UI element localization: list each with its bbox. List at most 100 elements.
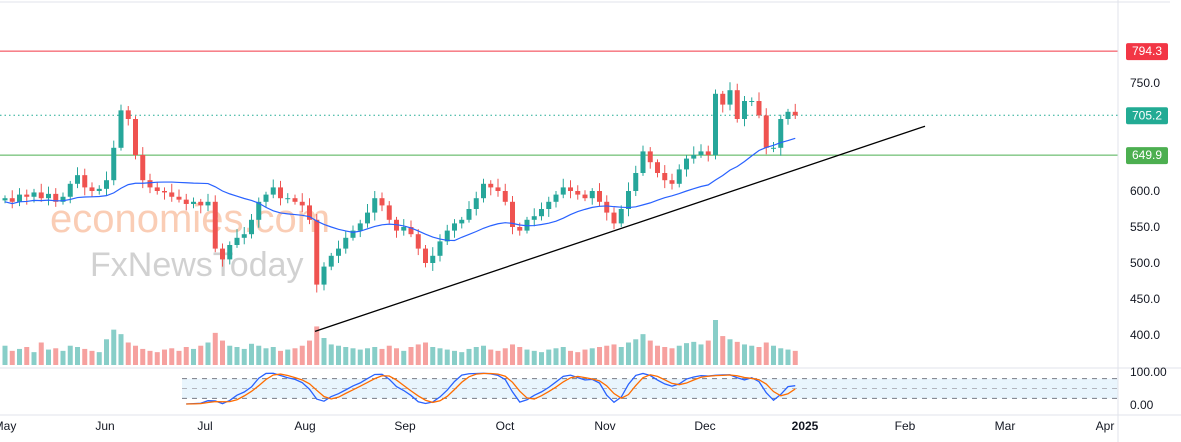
- volume-bar: [60, 350, 66, 365]
- volume-bar: [633, 339, 639, 365]
- volume-bar: [430, 347, 436, 365]
- candle-body: [604, 201, 610, 213]
- volume-bar: [452, 350, 457, 365]
- candle-body: [727, 90, 733, 105]
- volume-bar: [321, 338, 327, 365]
- volume-bar: [727, 339, 733, 365]
- volume-bar: [510, 344, 515, 365]
- volume-bar: [401, 350, 407, 365]
- candle-body: [575, 191, 581, 195]
- volume-bar: [778, 348, 784, 365]
- candle-body: [205, 201, 211, 206]
- volume-bar: [568, 350, 573, 365]
- candle-body: [401, 227, 407, 231]
- candle-body: [553, 194, 559, 202]
- volume-bar: [372, 347, 378, 365]
- watermark-fxnewstoday: FxNewsToday: [90, 246, 304, 284]
- volume-bar: [234, 347, 240, 365]
- volume-bar: [502, 348, 508, 365]
- volume-bar: [183, 347, 189, 365]
- candle-body: [430, 255, 436, 263]
- candle-body: [720, 93, 726, 105]
- time-tick: Jul: [197, 419, 212, 433]
- volume-bar: [154, 352, 160, 365]
- volume-bar: [531, 350, 537, 365]
- volume-bar: [437, 348, 443, 365]
- candle-body: [234, 237, 240, 245]
- candle-body: [698, 151, 704, 155]
- volume-bar: [263, 348, 269, 365]
- candle-body: [60, 196, 66, 202]
- candle-body: [285, 198, 291, 200]
- candle-body: [292, 198, 298, 202]
- candle-body: [67, 183, 73, 197]
- candle-body: [655, 162, 660, 173]
- volume-bar: [713, 320, 718, 365]
- candle-body: [546, 201, 552, 209]
- volume-bar: [241, 348, 247, 365]
- candle-body: [618, 209, 624, 224]
- candle-body: [444, 230, 450, 242]
- volume-bar: [357, 349, 363, 365]
- volume-bar: [386, 345, 392, 365]
- volume-bar: [169, 348, 175, 365]
- candle-body: [372, 198, 378, 213]
- candle-body: [82, 175, 88, 188]
- candle-body: [133, 119, 138, 155]
- volume-bar: [582, 349, 588, 365]
- volume-bar: [415, 344, 421, 365]
- time-tick: Aug: [294, 419, 315, 433]
- candle-body: [314, 219, 320, 285]
- volume-bar: [647, 340, 653, 365]
- volume-bar: [756, 347, 762, 365]
- candle-body: [473, 198, 479, 209]
- volume-bar: [473, 347, 479, 365]
- candle-body: [198, 201, 204, 206]
- watermark-economies: economies.com: [50, 197, 330, 241]
- trendline[interactable]: [314, 125, 926, 333]
- candle-body: [531, 216, 537, 220]
- price-label: 794.3: [1132, 44, 1162, 58]
- candle-body: [321, 266, 327, 285]
- volume-bar: [423, 342, 428, 365]
- volume-bar: [336, 345, 341, 365]
- volume-bar: [162, 349, 167, 365]
- volume-bar: [698, 344, 704, 365]
- volume-bar: [669, 348, 675, 365]
- candle-body: [705, 151, 711, 155]
- volume-bar: [125, 342, 131, 365]
- volume-bar: [46, 349, 51, 365]
- candle-body: [343, 237, 349, 249]
- candle-body: [713, 93, 718, 155]
- volume-bar: [343, 347, 349, 365]
- volume-bar: [220, 340, 225, 365]
- candle-body: [270, 187, 276, 195]
- time-tick: Nov: [594, 419, 615, 433]
- volume-bar: [408, 347, 414, 365]
- candle-body: [742, 101, 747, 119]
- stoch-band-fill: [182, 378, 1118, 399]
- volume-bar: [742, 344, 747, 365]
- candle-body: [96, 188, 102, 191]
- price-tick: 500.0: [1130, 256, 1160, 270]
- time-tick: Mar: [995, 419, 1016, 433]
- candle-body: [31, 192, 37, 197]
- volume-bar: [111, 329, 117, 365]
- volume-bar: [285, 349, 291, 365]
- time-tick: Oct: [496, 419, 515, 433]
- stoch-d-line: [186, 372, 796, 405]
- candle-body: [220, 248, 225, 260]
- candle-body: [111, 147, 117, 181]
- candle-body: [75, 175, 80, 184]
- time-tick: Feb: [895, 419, 916, 433]
- volume-bar: [655, 345, 660, 365]
- candle-body: [756, 101, 762, 116]
- volume-bar: [118, 334, 124, 365]
- candle-body: [191, 201, 196, 204]
- volume-bar: [553, 348, 559, 365]
- candle-body: [517, 227, 523, 231]
- candle-body: [763, 115, 769, 148]
- volume-bar: [314, 326, 320, 365]
